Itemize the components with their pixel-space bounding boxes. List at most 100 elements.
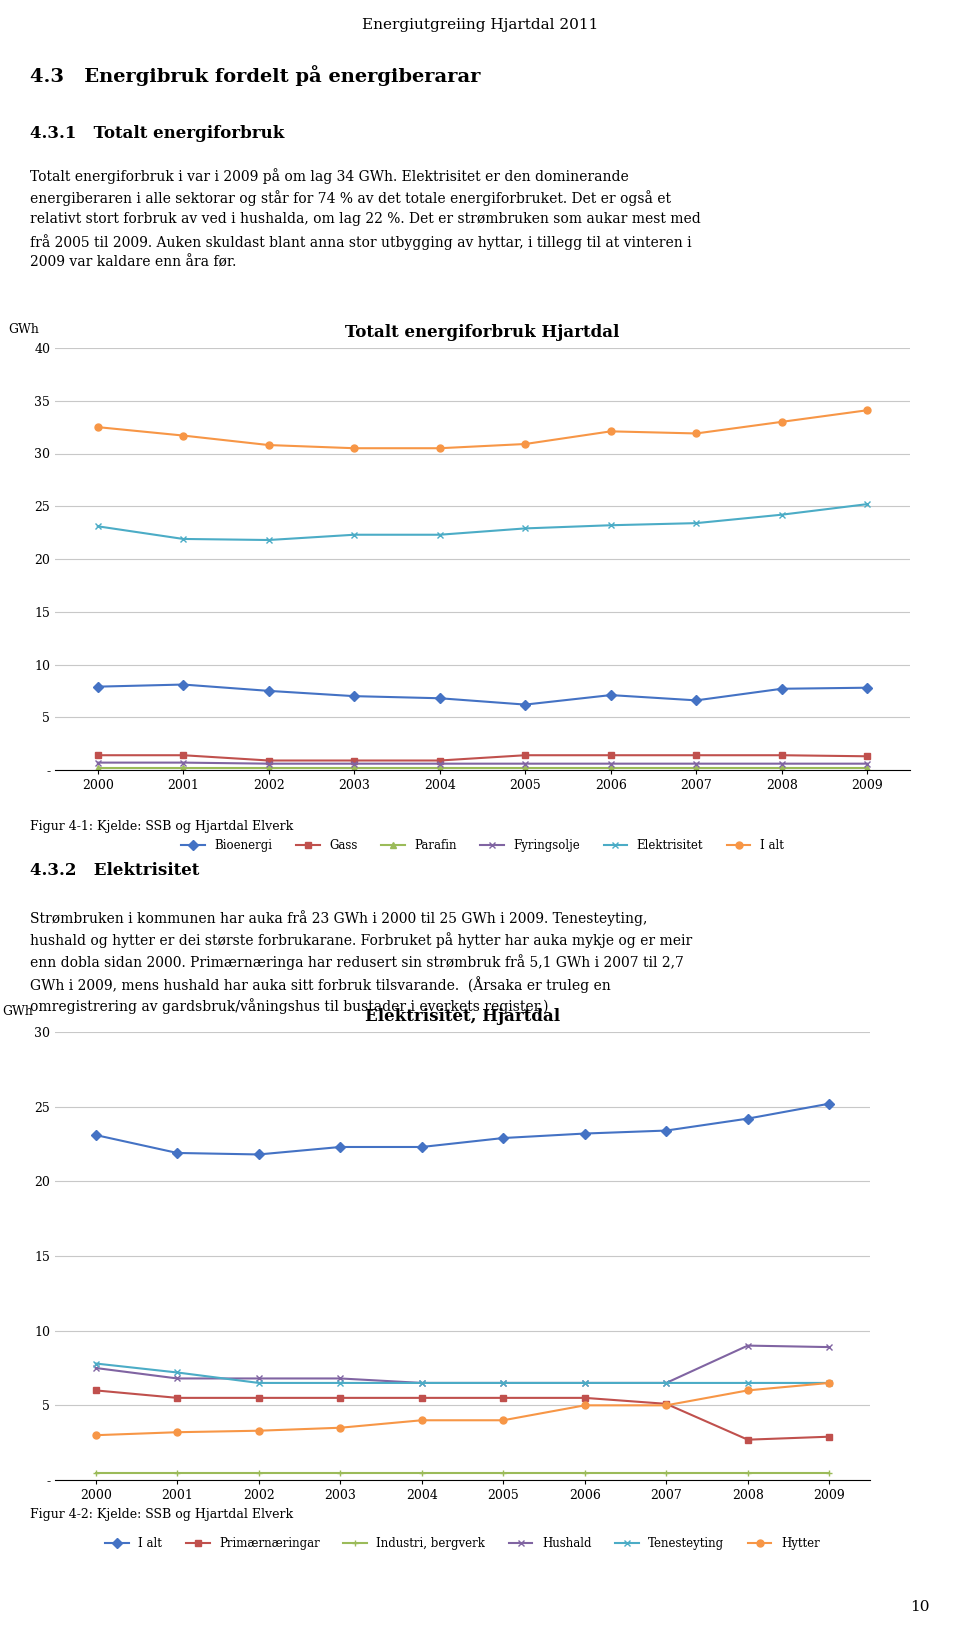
Text: omregistrering av gardsbruk/våningshus til bustader i everkets register.): omregistrering av gardsbruk/våningshus t… (30, 997, 548, 1014)
Hytter (579, 1396, 590, 1415)
Parafin (519, 758, 531, 778)
Parafin (776, 758, 787, 778)
Industri, bergverk (416, 1463, 427, 1482)
Text: GWh: GWh (2, 1005, 33, 1019)
I alt (434, 438, 445, 457)
Line: Primærnæringar: Primærnæringar (92, 1386, 832, 1443)
Primærnæringar (824, 1427, 835, 1446)
Bioenergi (605, 685, 616, 704)
Industri, bergverk (579, 1463, 590, 1482)
I alt (824, 1093, 835, 1113)
Hushald (579, 1373, 590, 1393)
Fyringsolje (605, 753, 616, 773)
Hytter (824, 1373, 835, 1393)
Hytter (334, 1419, 346, 1438)
Text: 10: 10 (910, 1599, 930, 1614)
Hytter (416, 1411, 427, 1430)
Tenesteyting (497, 1373, 509, 1393)
Text: enn dobla sidan 2000. Primærnæringa har redusert sin strømbruk frå 5,1 GWh i 200: enn dobla sidan 2000. Primærnæringa har … (30, 953, 684, 970)
Text: GWh i 2009, mens hushald har auka sitt forbruk tilsvarande.  (Årsaka er truleg e: GWh i 2009, mens hushald har auka sitt f… (30, 976, 611, 992)
Hushald (90, 1359, 102, 1378)
I alt (90, 1126, 102, 1145)
Text: 2009 var kaldare enn åra før.: 2009 var kaldare enn åra før. (30, 255, 236, 270)
Primærnæringar (660, 1394, 672, 1414)
Fyringsolje (519, 753, 531, 773)
Gass (605, 745, 616, 765)
Line: Parafin: Parafin (94, 765, 871, 771)
Industri, bergverk (660, 1463, 672, 1482)
Elektrisitet (178, 529, 189, 548)
I alt (861, 400, 873, 420)
Elektrisitet (690, 514, 702, 534)
Hushald (334, 1368, 346, 1388)
Elektrisitet (605, 516, 616, 535)
Elektrisitet (263, 530, 275, 550)
I alt (92, 418, 104, 438)
Fyringsolje (690, 753, 702, 773)
I alt (172, 1144, 183, 1163)
Tenesteyting (660, 1373, 672, 1393)
Primærnæringar (90, 1381, 102, 1401)
Tenesteyting (824, 1373, 835, 1393)
Title: Totalt energiforbruk Hjartdal: Totalt energiforbruk Hjartdal (346, 324, 620, 342)
I alt (253, 1145, 265, 1165)
Industri, bergverk (497, 1463, 509, 1482)
Fyringsolje (776, 753, 787, 773)
Gass (434, 750, 445, 770)
Text: Figur 4-2: Kjelde: SSB og Hjartdal Elverk: Figur 4-2: Kjelde: SSB og Hjartdal Elver… (30, 1508, 293, 1521)
Primærnæringar (497, 1388, 509, 1407)
Text: energiberaren i alle sektorar og står for 74 % av det totale energiforbruket. De: energiberaren i alle sektorar og står fo… (30, 190, 671, 207)
I alt (776, 412, 787, 431)
Bioenergi (776, 678, 787, 698)
Elektrisitet (434, 526, 445, 545)
Text: hushald og hytter er dei største forbrukarane. Forbruket på hytter har auka mykj: hushald og hytter er dei største forbruk… (30, 932, 692, 949)
Parafin (263, 758, 275, 778)
Primærnæringar (172, 1388, 183, 1407)
Industri, bergverk (90, 1463, 102, 1482)
Elektrisitet (519, 519, 531, 539)
Line: Gass: Gass (94, 752, 871, 765)
I alt (334, 1137, 346, 1157)
Text: Figur 4-1: Kjelde: SSB og Hjartdal Elverk: Figur 4-1: Kjelde: SSB og Hjartdal Elver… (30, 820, 293, 833)
Elektrisitet (92, 516, 104, 535)
I alt (660, 1121, 672, 1141)
Hushald (253, 1368, 265, 1388)
Hushald (416, 1373, 427, 1393)
Parafin (178, 758, 189, 778)
Fyringsolje (92, 753, 104, 773)
Tenesteyting (172, 1363, 183, 1383)
Tenesteyting (253, 1373, 265, 1393)
Parafin (861, 758, 873, 778)
Hytter (497, 1411, 509, 1430)
Bioenergi (92, 677, 104, 696)
Industri, bergverk (334, 1463, 346, 1482)
Tenesteyting (579, 1373, 590, 1393)
Hushald (172, 1368, 183, 1388)
Gass (178, 745, 189, 765)
Fyringsolje (263, 753, 275, 773)
Text: Totalt energiforbruk i var i 2009 på om lag 34 GWh. Elektrisitet er den dominera: Totalt energiforbruk i var i 2009 på om … (30, 168, 629, 184)
Title: Elektrisitet, Hjartdal: Elektrisitet, Hjartdal (365, 1007, 560, 1025)
Hytter (90, 1425, 102, 1445)
Gass (348, 750, 360, 770)
Parafin (690, 758, 702, 778)
Elektrisitet (861, 495, 873, 514)
Line: Fyringsolje: Fyringsolje (94, 760, 871, 768)
Line: Hytter: Hytter (92, 1380, 832, 1438)
Parafin (434, 758, 445, 778)
Hytter (172, 1422, 183, 1442)
Bioenergi (178, 675, 189, 695)
Text: 4.3.1   Totalt energiforbruk: 4.3.1 Totalt energiforbruk (30, 125, 284, 142)
Tenesteyting (742, 1373, 754, 1393)
Industri, bergverk (172, 1463, 183, 1482)
Gass (776, 745, 787, 765)
Legend: Bioenergi, Gass, Parafin, Fyringsolje, Elektrisitet, I alt: Bioenergi, Gass, Parafin, Fyringsolje, E… (177, 835, 788, 857)
Tenesteyting (416, 1373, 427, 1393)
Parafin (92, 758, 104, 778)
Hytter (253, 1420, 265, 1440)
Gass (690, 745, 702, 765)
Hushald (824, 1337, 835, 1357)
Line: Elektrisitet: Elektrisitet (94, 501, 871, 543)
Primærnæringar (334, 1388, 346, 1407)
Bioenergi (263, 682, 275, 701)
